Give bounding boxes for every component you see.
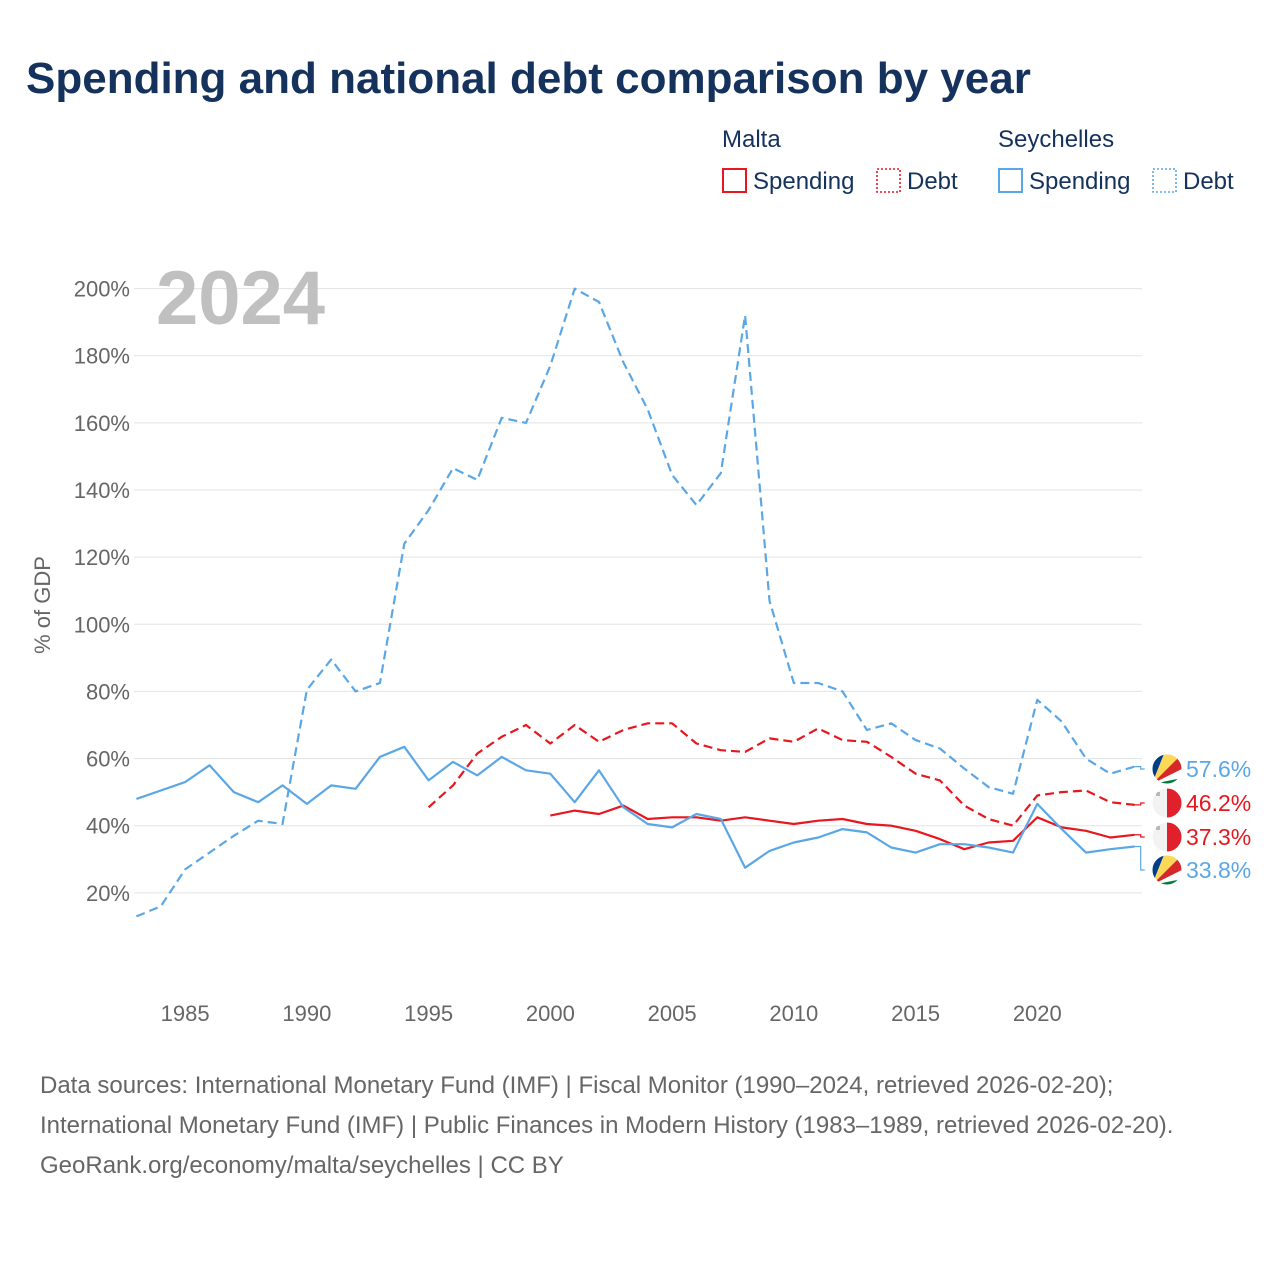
y-tick-label: 160% xyxy=(74,411,130,436)
seychelles-flag-icon xyxy=(1151,854,1183,886)
y-tick-label: 20% xyxy=(86,881,130,906)
legend-malta-spending-swatch[interactable] xyxy=(722,168,747,193)
legend-seychelles-spending-label[interactable]: Spending xyxy=(1029,168,1130,195)
series-seychelles-spending xyxy=(136,745,1135,869)
source-text: Data sources: International Monetary Fun… xyxy=(40,1072,1174,1139)
legend-group-seychelles: Seychelles xyxy=(998,126,1114,153)
y-axis-title: % of GDP xyxy=(30,556,55,654)
malta-spending-end-label: 37.3% xyxy=(1186,824,1251,850)
x-tick-label: 2020 xyxy=(1013,1001,1062,1026)
series-malta-debt xyxy=(427,722,1135,827)
y-tick-label: 140% xyxy=(74,478,130,503)
series-seychelles-debt xyxy=(135,287,1136,918)
legend-seychelles-debt-label[interactable]: Debt xyxy=(1183,168,1234,195)
series-lines xyxy=(135,287,1136,918)
y-tick-label: 80% xyxy=(86,679,130,704)
x-tick-label: 2005 xyxy=(648,1001,697,1026)
seychelles-spending-leader xyxy=(1134,845,1145,871)
x-tick-label: 1985 xyxy=(161,1001,210,1026)
legend[interactable]: Malta Spending Debt Seychelles Spending Debt xyxy=(722,126,1234,195)
gridlines xyxy=(134,288,1142,894)
seychelles-spending-end-label: 33.8% xyxy=(1186,857,1251,883)
seychelles-flag-icon xyxy=(1151,753,1183,785)
y-tick-label: 100% xyxy=(74,612,130,637)
x-tick-label: 2010 xyxy=(769,1001,818,1026)
malta-debt-leader xyxy=(1134,802,1145,806)
x-tick-label: 2015 xyxy=(891,1001,940,1026)
x-axis: 1985 1990 1995 2000 2005 2010 2015 2020 xyxy=(161,1001,1062,1026)
x-tick-label: 1990 xyxy=(282,1001,331,1026)
x-tick-label: 1995 xyxy=(404,1001,453,1026)
y-tick-label: 40% xyxy=(86,814,130,839)
seychelles-debt-leader xyxy=(1134,766,1145,770)
y-tick-label: 200% xyxy=(74,277,130,302)
x-tick-label: 2000 xyxy=(526,1001,575,1026)
y-tick-label: 60% xyxy=(86,747,130,772)
year-watermark: 2024 xyxy=(156,256,325,341)
legend-group-malta: Malta xyxy=(722,126,781,153)
seychelles-debt-end-label: 57.6% xyxy=(1186,756,1251,782)
legend-malta-spending-label[interactable]: Spending xyxy=(753,168,854,195)
legend-seychelles-spending-swatch[interactable] xyxy=(998,168,1023,193)
malta-spending-leader xyxy=(1134,834,1145,838)
source-note: Data sources: International Monetary Fun… xyxy=(40,1066,1240,1186)
legend-malta-debt-swatch[interactable] xyxy=(876,168,901,193)
y-tick-label: 180% xyxy=(74,344,130,369)
source-link[interactable]: GeoRank.org/economy/malta/seychelles | C… xyxy=(40,1152,564,1179)
chart-title: Spending and national debt comparison by… xyxy=(26,54,1031,103)
malta-debt-end-label: 46.2% xyxy=(1186,790,1251,816)
series-malta-spending xyxy=(550,804,1135,851)
y-tick-label: 120% xyxy=(74,545,130,570)
malta-flag-icon xyxy=(1151,787,1183,819)
legend-seychelles-debt-swatch[interactable] xyxy=(1152,168,1177,193)
y-axis: 20% 40% 60% 80% 100% 120% 140% 160% 180% 200% xyxy=(74,277,130,906)
malta-flag-icon xyxy=(1151,821,1183,853)
end-labels: 57.6% 46.2% 37.3% 33.8% xyxy=(1134,753,1251,886)
legend-malta-debt-label[interactable]: Debt xyxy=(907,168,958,195)
